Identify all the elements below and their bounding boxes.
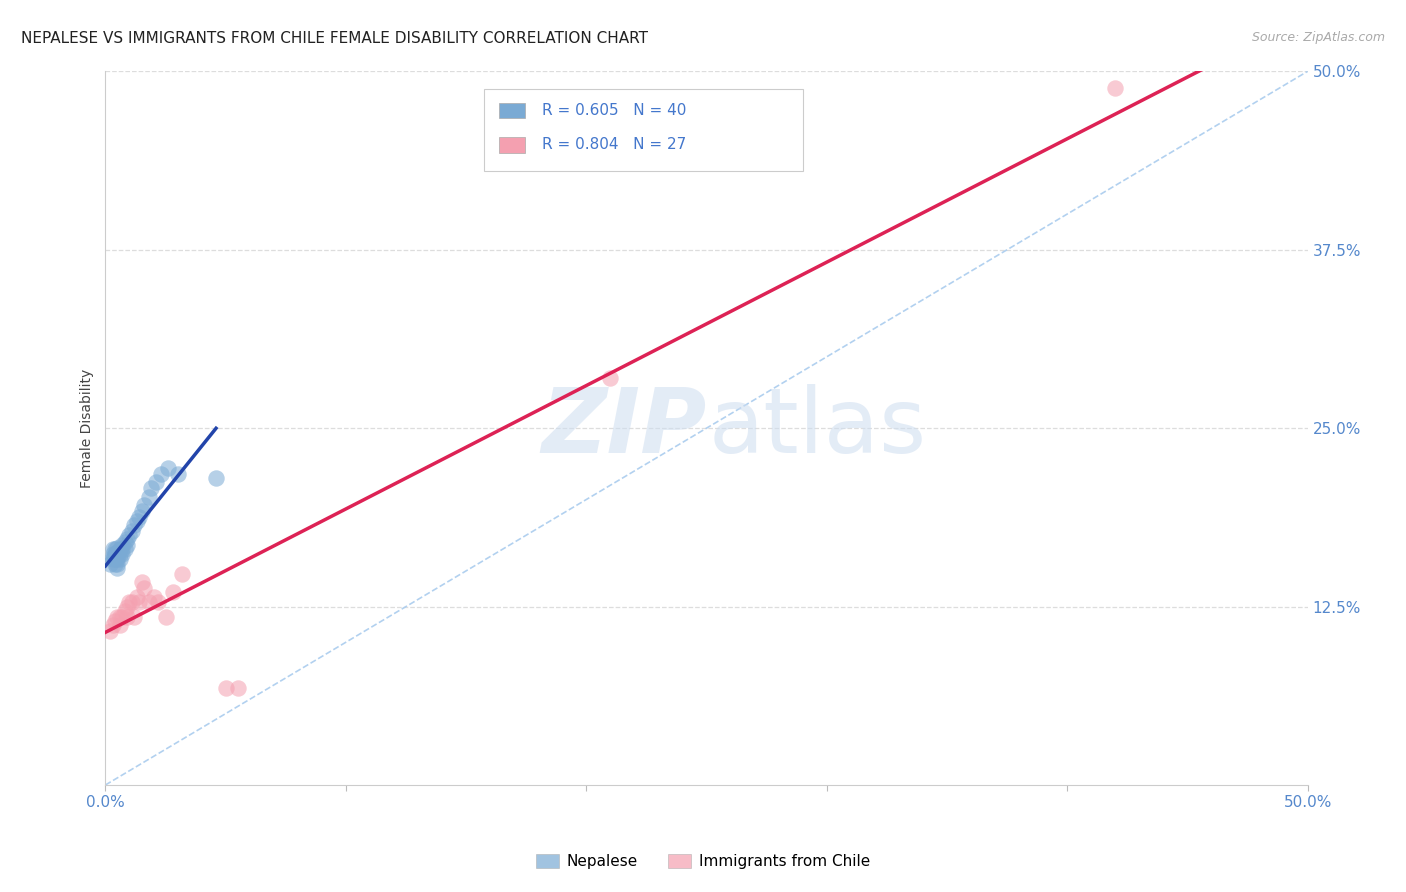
- Point: [114, 604, 136, 618]
- Point: [107, 541, 129, 555]
- Point: [104, 542, 127, 557]
- Point: [118, 595, 141, 609]
- Text: NEPALESE VS IMMIGRANTS FROM CHILE FEMALE DISABILITY CORRELATION CHART: NEPALESE VS IMMIGRANTS FROM CHILE FEMALE…: [21, 31, 648, 46]
- Point: [156, 461, 179, 475]
- Point: [125, 590, 148, 604]
- Point: [138, 490, 160, 504]
- Y-axis label: Female Disability: Female Disability: [80, 368, 94, 488]
- Point: [115, 599, 138, 614]
- Point: [115, 609, 138, 624]
- Point: [104, 552, 127, 566]
- Point: [101, 618, 124, 632]
- Point: [121, 595, 143, 609]
- Point: [107, 545, 129, 559]
- Point: [108, 542, 131, 557]
- Point: [107, 557, 129, 571]
- Point: [107, 561, 129, 575]
- Bar: [484, 89, 803, 171]
- Point: [138, 595, 160, 609]
- Point: [104, 549, 127, 564]
- Point: [214, 681, 236, 695]
- Point: [101, 547, 124, 561]
- Point: [132, 498, 155, 512]
- Point: [98, 624, 121, 638]
- Point: [205, 471, 228, 485]
- Point: [108, 618, 131, 632]
- Point: [121, 524, 143, 538]
- Point: [162, 585, 184, 599]
- Text: atlas: atlas: [709, 384, 927, 472]
- Point: [132, 581, 155, 595]
- Point: [124, 518, 146, 533]
- Point: [226, 681, 249, 695]
- Point: [124, 609, 146, 624]
- Legend: Nepalese, Immigrants from Chile: Nepalese, Immigrants from Chile: [530, 847, 876, 875]
- Point: [131, 504, 153, 518]
- Point: [128, 595, 150, 609]
- Point: [101, 549, 124, 564]
- Point: [107, 609, 129, 624]
- Point: [149, 467, 172, 481]
- Point: [139, 481, 162, 495]
- Point: [172, 566, 194, 581]
- Point: [111, 542, 134, 557]
- Point: [115, 533, 138, 547]
- Point: [104, 557, 127, 571]
- Text: R = 0.804   N = 27: R = 0.804 N = 27: [541, 137, 686, 153]
- Point: [166, 467, 188, 481]
- Point: [145, 475, 167, 490]
- Point: [118, 528, 141, 542]
- Point: [111, 547, 134, 561]
- Point: [104, 614, 127, 628]
- Text: Source: ZipAtlas.com: Source: ZipAtlas.com: [1251, 31, 1385, 45]
- Point: [108, 547, 131, 561]
- Point: [114, 535, 136, 549]
- Point: [599, 371, 621, 385]
- Bar: [499, 137, 524, 153]
- Point: [131, 575, 153, 590]
- Point: [115, 538, 138, 552]
- Point: [108, 552, 131, 566]
- Point: [101, 542, 124, 557]
- Point: [155, 609, 177, 624]
- Point: [111, 609, 134, 624]
- Point: [98, 557, 121, 571]
- Point: [107, 549, 129, 564]
- Point: [108, 609, 131, 624]
- Point: [104, 547, 127, 561]
- Point: [107, 552, 129, 566]
- Text: R = 0.605   N = 40: R = 0.605 N = 40: [541, 103, 686, 118]
- Point: [111, 538, 134, 552]
- Point: [101, 552, 124, 566]
- Point: [114, 542, 136, 557]
- Point: [148, 595, 170, 609]
- Point: [128, 509, 150, 524]
- Bar: [499, 103, 524, 119]
- Point: [125, 514, 148, 528]
- Point: [1104, 81, 1126, 95]
- Point: [142, 590, 165, 604]
- Text: ZIP: ZIP: [541, 384, 707, 472]
